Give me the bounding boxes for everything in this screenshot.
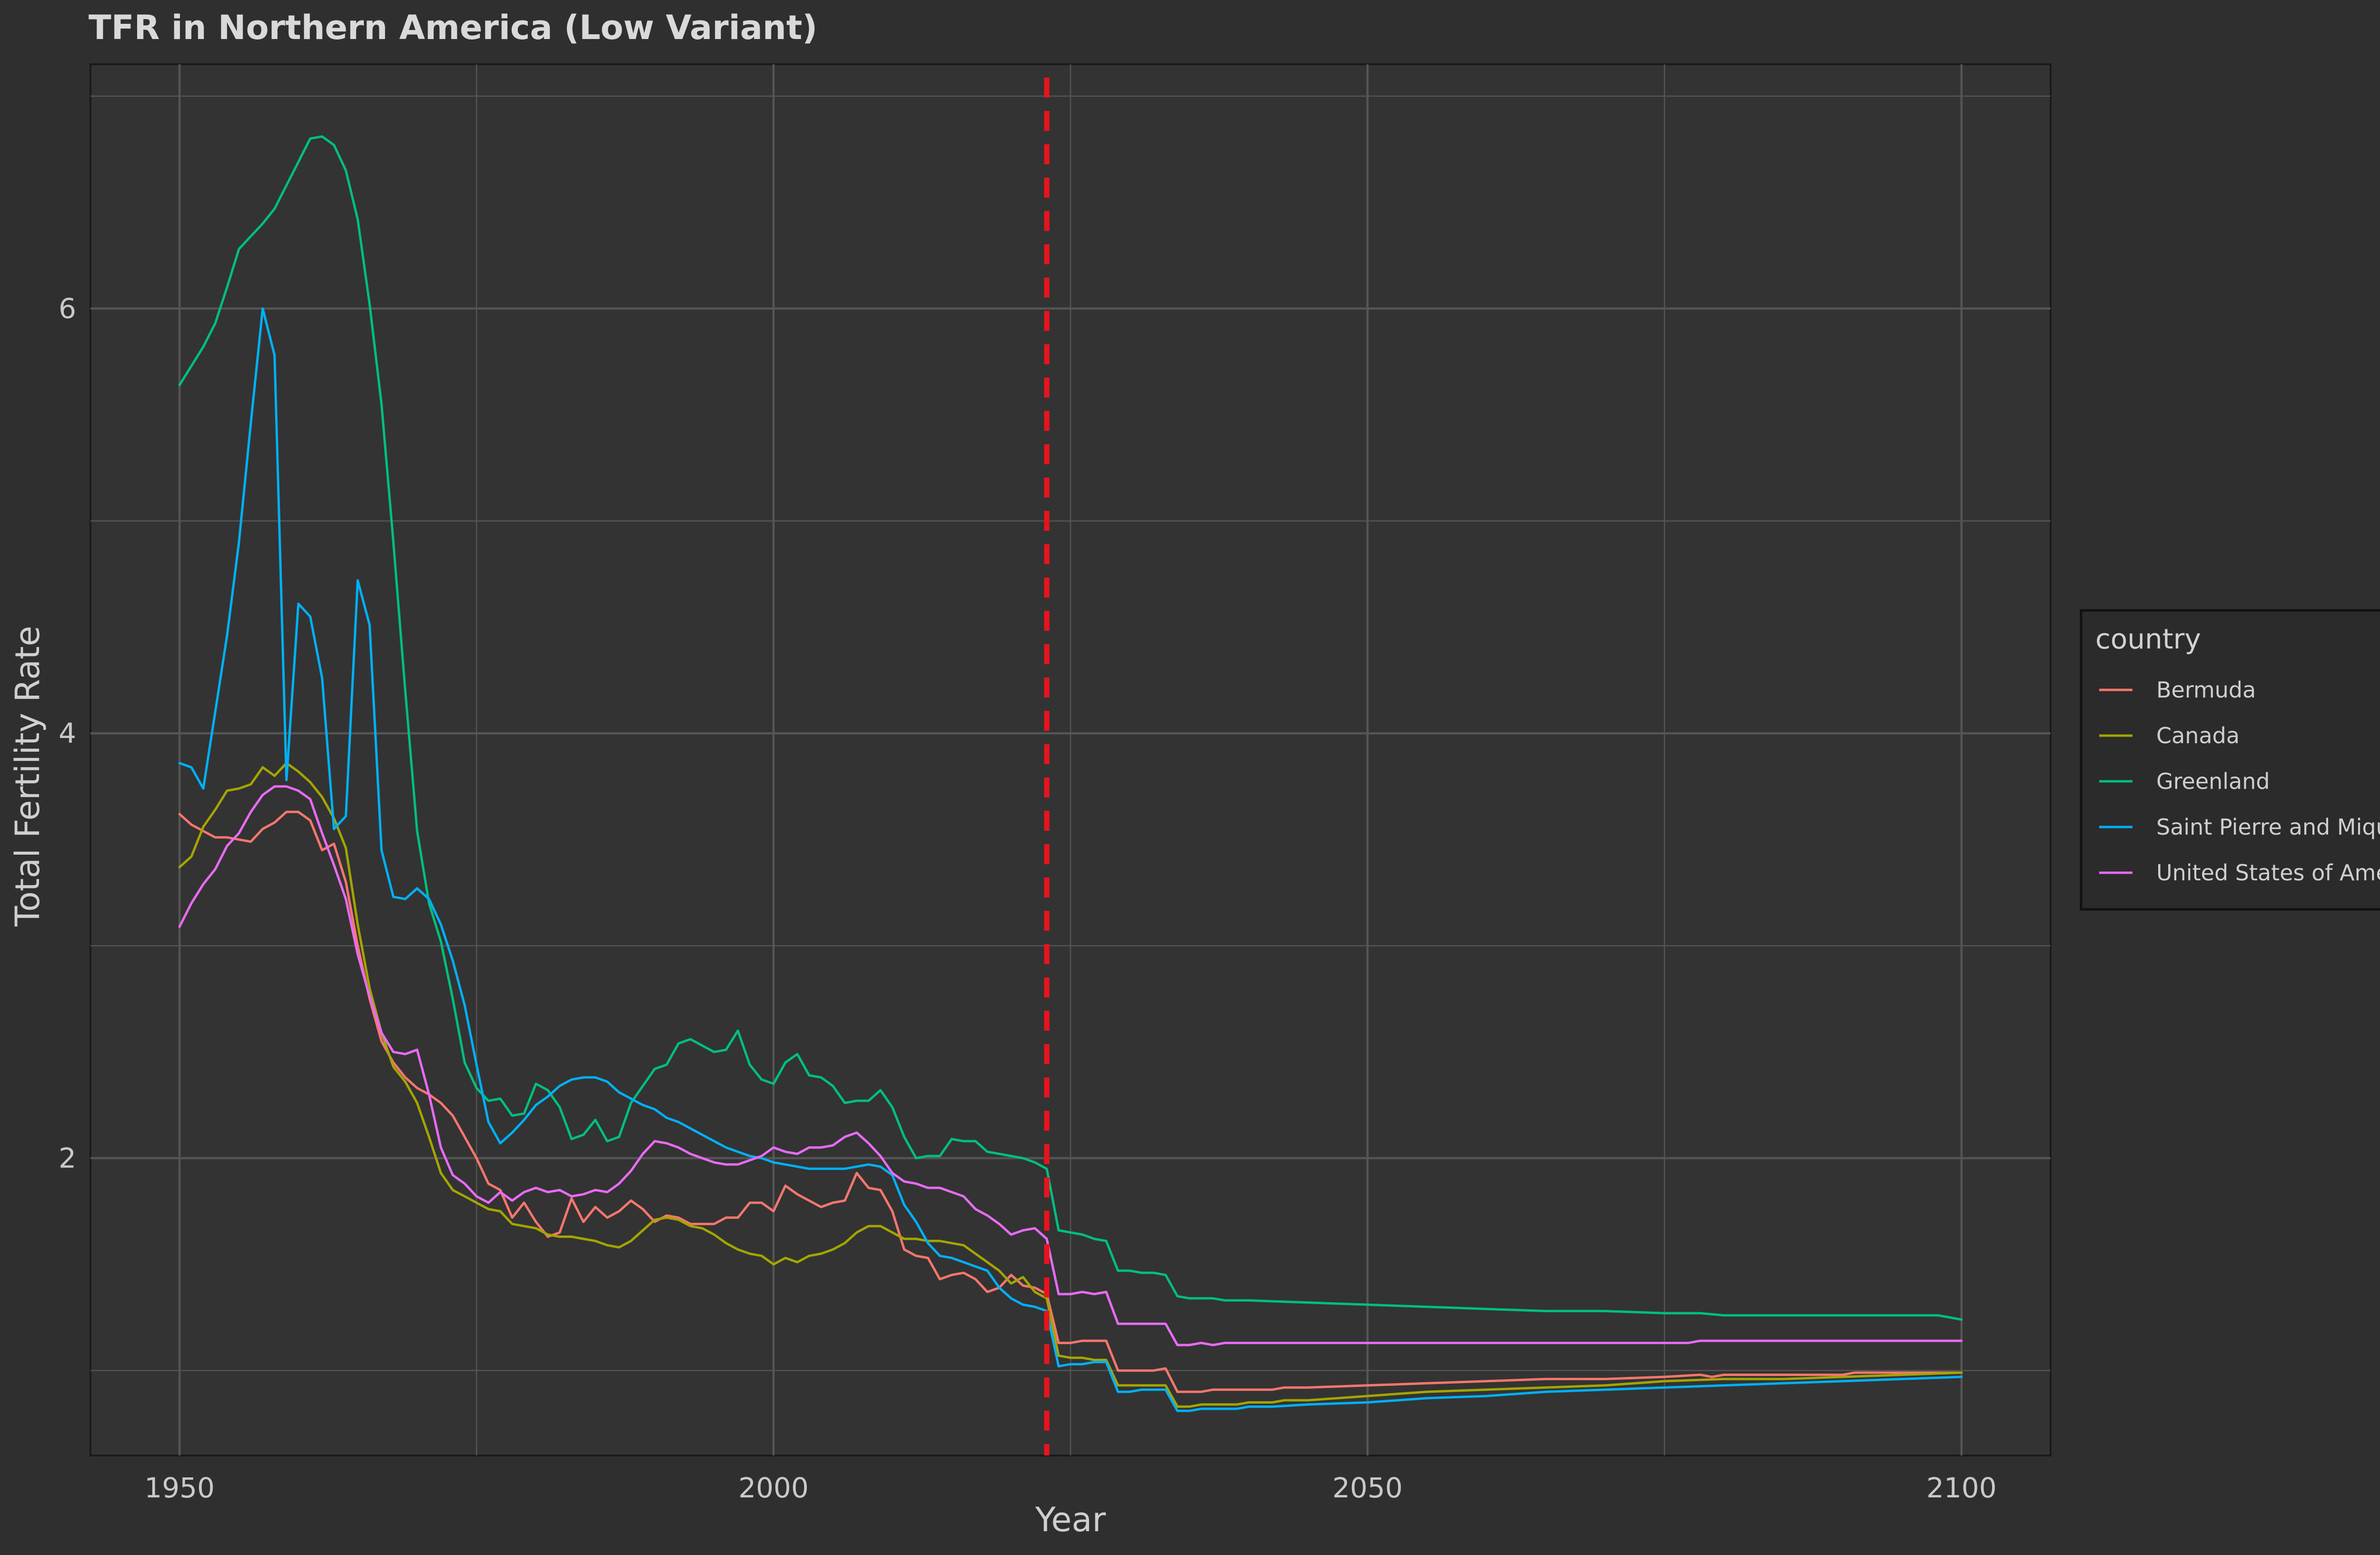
y-axis-title: Total Fertility Rate bbox=[8, 626, 47, 927]
series-lines bbox=[178, 135, 1963, 1412]
legend-title: country bbox=[2095, 623, 2201, 655]
legend-label: Bermuda bbox=[2156, 677, 2256, 703]
y-tick-label: 6 bbox=[59, 292, 76, 325]
series-line-saint-pierre-and-miquelon bbox=[178, 307, 1963, 1412]
x-axis-title: Year bbox=[1035, 1500, 1106, 1539]
grid-lines bbox=[90, 64, 2051, 1455]
chart-title: TFR in Northern America (Low Variant) bbox=[89, 8, 817, 47]
y-tick-label: 4 bbox=[59, 717, 76, 749]
legend-label: Canada bbox=[2156, 723, 2240, 748]
series-line-bermuda bbox=[178, 810, 1963, 1393]
legend-label: Greenland bbox=[2156, 768, 2270, 794]
series-line-united-states-of-america bbox=[178, 785, 1963, 1346]
legend-label: United States of America bbox=[2156, 860, 2380, 886]
legend-label: Saint Pierre and Miquelon bbox=[2156, 814, 2380, 840]
x-tick-label: 2000 bbox=[738, 1472, 809, 1504]
series-line-canada bbox=[178, 762, 1963, 1408]
series-line-greenland bbox=[178, 135, 1963, 1321]
x-tick-label: 2100 bbox=[1926, 1472, 1997, 1504]
tick-labels: 1950 2000 2050 2100 2 4 6 bbox=[59, 292, 1997, 1504]
y-tick-label: 2 bbox=[59, 1142, 76, 1174]
legend-box bbox=[2080, 609, 2380, 911]
x-tick-label: 2050 bbox=[1332, 1472, 1403, 1504]
x-tick-label: 1950 bbox=[144, 1472, 215, 1504]
legend: country Bermuda Canada Greenland Saint Pier… bbox=[2080, 609, 2380, 911]
